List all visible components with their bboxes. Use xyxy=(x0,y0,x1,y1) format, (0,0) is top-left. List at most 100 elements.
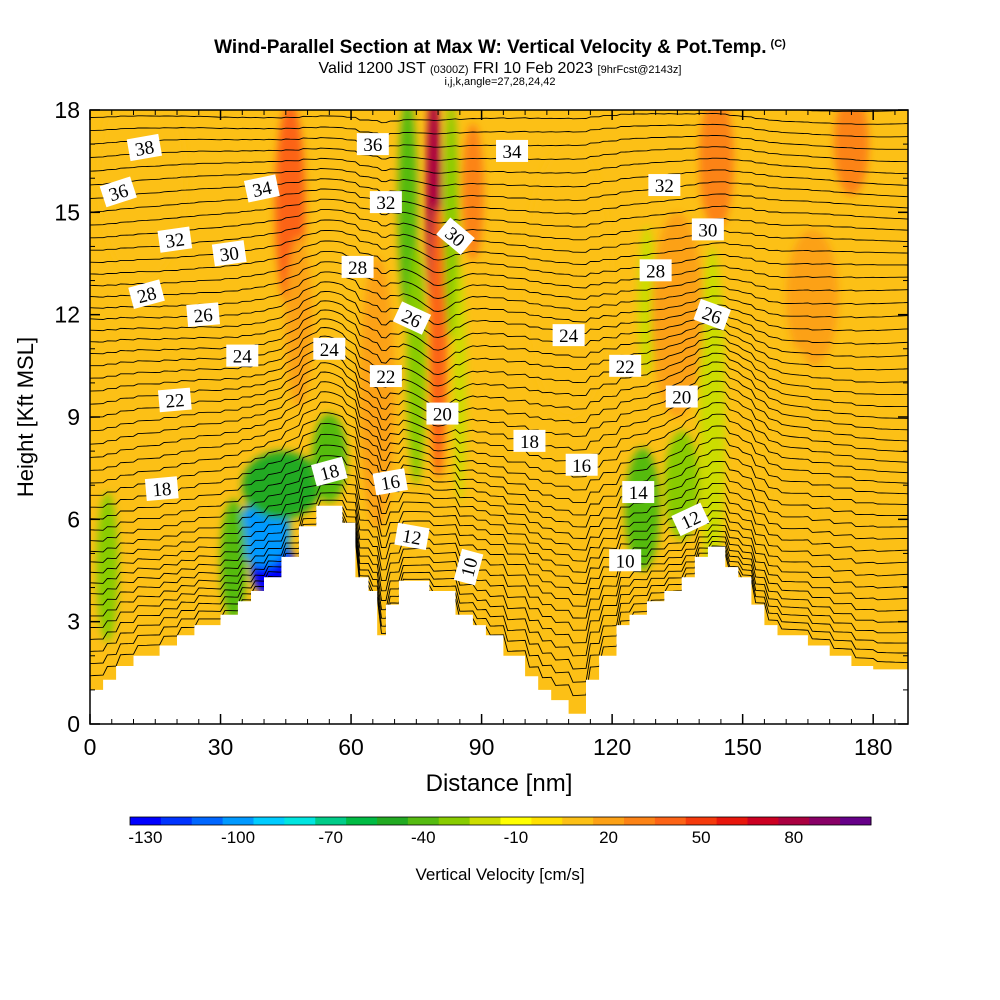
valid-time: Valid 1200 JST xyxy=(318,60,426,77)
isentrope-line xyxy=(90,371,908,451)
isentrope-line xyxy=(90,381,908,465)
isentrope-label: 24 xyxy=(226,344,259,368)
vertical-velocity-feature xyxy=(768,348,821,554)
colorbar-swatch xyxy=(130,817,162,825)
colorbar-tick-label: -40 xyxy=(411,828,436,847)
isentrope-label-box xyxy=(128,279,165,309)
chart-title: Wind-Parallel Section at Max W: Vertical… xyxy=(0,37,1000,59)
isentrope-label: 22 xyxy=(609,354,642,378)
isentrope-line xyxy=(90,198,908,228)
isentrope-label-box xyxy=(609,354,642,377)
isentrope-label: 26 xyxy=(186,302,221,328)
isentrope-label-text: 18 xyxy=(520,432,539,453)
x-axis-label: Distance [nm] xyxy=(426,770,573,797)
colorbar-swatch xyxy=(624,817,656,825)
isentrope-label-box xyxy=(157,387,192,413)
x-tick-label: 60 xyxy=(338,734,364,760)
isentrope-label-text: 22 xyxy=(376,367,395,388)
x-tick-label: 30 xyxy=(208,734,234,760)
isentrope-label-box xyxy=(372,468,408,496)
isentrope-label: 34 xyxy=(243,174,280,203)
isentrope-label-text: 30 xyxy=(698,220,717,241)
isentrope-label: 28 xyxy=(128,279,165,309)
vertical-velocity-feature xyxy=(525,144,613,418)
x-tick-label: 90 xyxy=(469,734,495,760)
colorbar-swatch xyxy=(500,817,532,825)
isentrope-label-text: 32 xyxy=(164,229,186,252)
colorbar-swatch xyxy=(716,817,748,825)
isentrope-label-box xyxy=(311,456,348,487)
isentrope-label-text: 12 xyxy=(401,526,423,550)
colorbar-swatch xyxy=(315,817,347,825)
isentrope-line xyxy=(90,271,908,312)
isentrope-label: 36 xyxy=(356,133,389,156)
vertical-velocity-feature xyxy=(786,229,839,366)
isentrope-label-box xyxy=(513,429,546,452)
isentrope-label: 16 xyxy=(372,468,408,496)
isentrope-label-box xyxy=(126,133,163,162)
isentrope-line xyxy=(90,523,908,683)
isentrope-line xyxy=(90,511,908,631)
isentrope-label: 20 xyxy=(665,385,698,409)
colorbar-swatch xyxy=(840,817,872,825)
colorbar-swatch xyxy=(346,817,378,825)
isentrope-line xyxy=(90,112,908,125)
isentrope-label: 22 xyxy=(369,365,402,388)
colorbar-tick-label: 20 xyxy=(599,828,618,847)
isentrope-label-text: 30 xyxy=(219,243,241,266)
colorbar-swatch xyxy=(747,817,779,825)
isentrope-line xyxy=(90,465,908,562)
isentrope-line xyxy=(90,475,908,573)
colorbar-swatch xyxy=(284,817,316,825)
isentrope-label: 32 xyxy=(648,174,681,197)
y-tick-label: 15 xyxy=(54,199,80,225)
isentrope-line xyxy=(90,168,908,188)
isentrope-label: 30 xyxy=(211,240,247,266)
isentrope-line xyxy=(90,209,908,241)
isentrope-label-box xyxy=(426,402,459,425)
isentrope-label-text: 26 xyxy=(193,305,214,328)
isentrope-label-box xyxy=(99,176,137,208)
isentrope-line xyxy=(90,240,908,277)
isentrope-label-text: 20 xyxy=(433,405,452,426)
isentrope-label-text: 34 xyxy=(503,142,523,163)
isentrope-line xyxy=(90,353,908,424)
y-tick-label: 6 xyxy=(67,506,80,532)
isentrope-line xyxy=(90,499,908,607)
colorbar-tick-label: -100 xyxy=(221,828,255,847)
isentrope-label: 16 xyxy=(565,453,598,477)
isentrope-label-box xyxy=(496,139,529,162)
isentrope-label-text: 20 xyxy=(672,388,691,409)
isentrope-label-text: 24 xyxy=(559,326,579,347)
isentrope-label-text: 38 xyxy=(133,137,155,161)
forecast-date: FRI 10 Feb 2023 xyxy=(473,60,594,77)
isentrope-label-text: 18 xyxy=(152,479,173,502)
isentrope-label-box xyxy=(436,217,475,255)
isentrope-label-box xyxy=(313,337,346,360)
isentrope-label-box xyxy=(691,218,724,241)
colorbar-swatch xyxy=(253,817,285,825)
colorbar: -130 -100 -70 -40 -10 20 50 80 xyxy=(128,816,872,847)
isentrope-label-text: 24 xyxy=(233,347,253,368)
isentrope-label: 38 xyxy=(126,133,163,162)
isentrope-line xyxy=(90,515,908,644)
isentrope-label-box xyxy=(648,174,681,197)
vertical-velocity-feature xyxy=(96,492,119,643)
chart-subtitle: Valid 1200 JST (0300Z) FRI 10 Feb 2023 [… xyxy=(0,60,1000,78)
isentrope-label-text: 34 xyxy=(251,178,274,203)
colorbar-swatch xyxy=(377,817,409,825)
copyright-mark: (C) xyxy=(770,38,786,50)
isentrope-line xyxy=(90,412,908,504)
isentrope-label-text: 16 xyxy=(379,471,401,495)
isentrope-label: 20 xyxy=(426,402,459,426)
isentrope-label-box xyxy=(157,226,193,253)
isentrope-label: 32 xyxy=(157,226,193,253)
isentrope-label-box xyxy=(622,481,655,504)
colorbar-frame xyxy=(129,816,872,826)
isentrope-line xyxy=(90,524,908,697)
y-tick-label: 9 xyxy=(67,404,80,430)
isentrope-label-box xyxy=(394,522,430,551)
colorbar-tick-label: 50 xyxy=(692,828,711,847)
